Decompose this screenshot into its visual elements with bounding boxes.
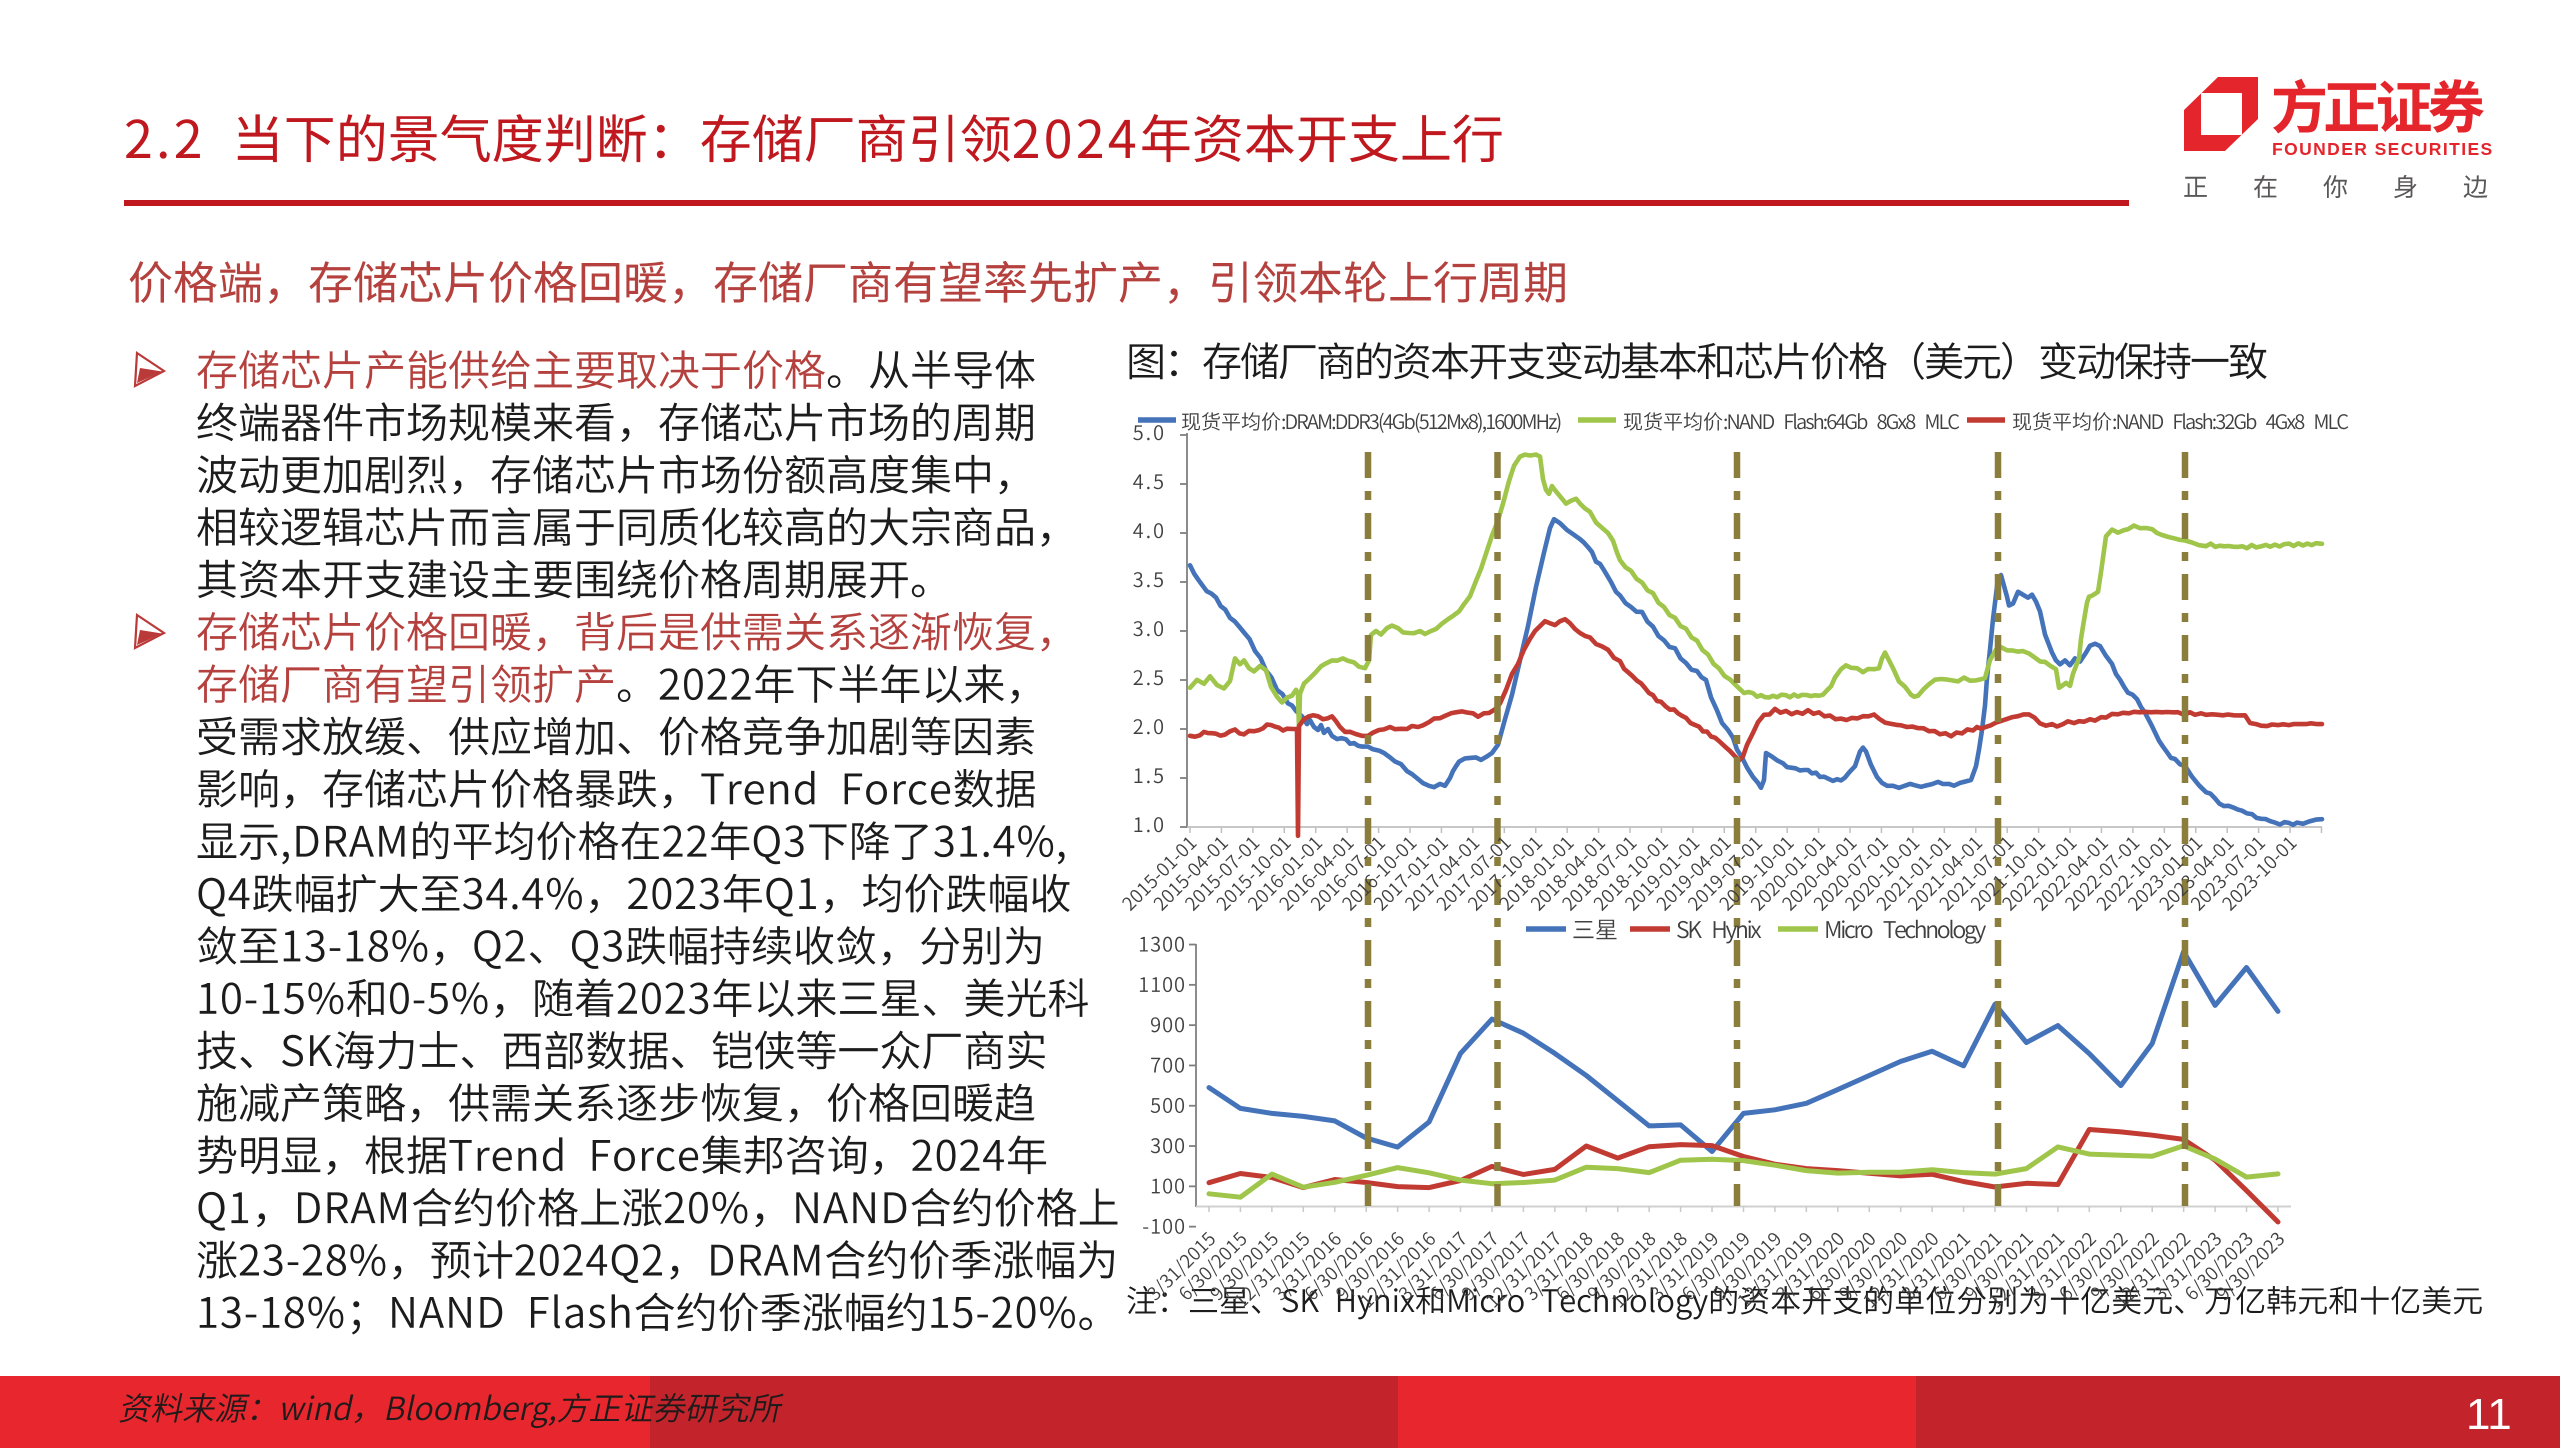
svg-text:11: 11 (2466, 1390, 2512, 1439)
svg-text:FOUNDER SECURITIES: FOUNDER SECURITIES (2272, 139, 2494, 159)
